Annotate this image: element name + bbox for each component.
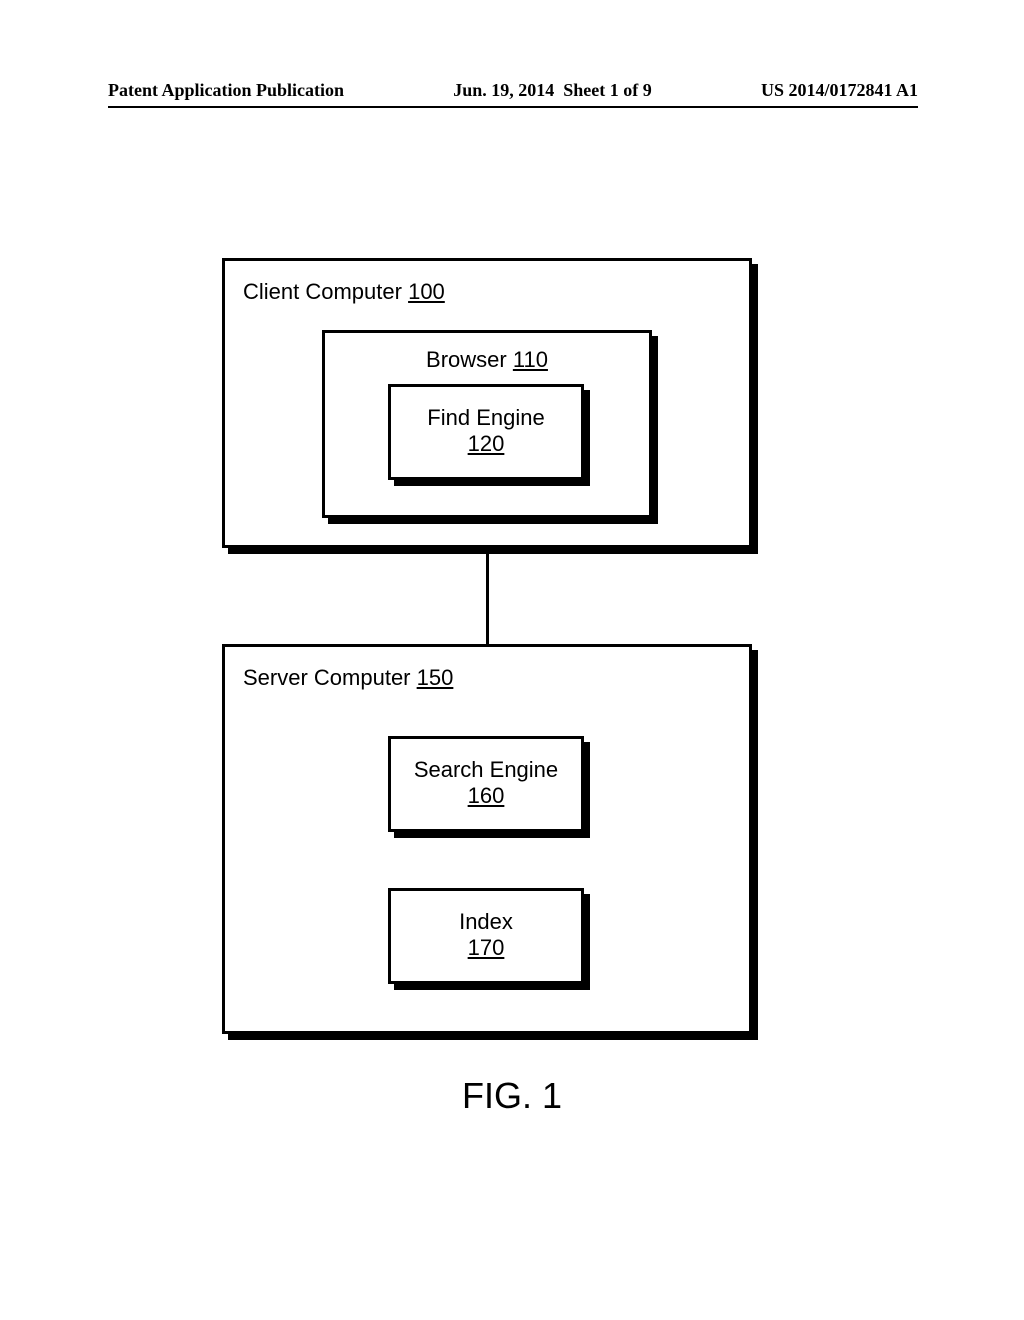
index-box: Index 170 bbox=[388, 888, 584, 984]
find-engine-box: Find Engine 120 bbox=[388, 384, 584, 480]
client-server-connector bbox=[486, 551, 489, 644]
server-computer-label: Server Computer 150 bbox=[243, 665, 453, 691]
browser-ref: 110 bbox=[513, 347, 548, 372]
find-engine-label: Find Engine 120 bbox=[391, 405, 581, 458]
browser-label: Browser 110 bbox=[325, 347, 649, 373]
search-engine-box: Search Engine 160 bbox=[388, 736, 584, 832]
figure-1-diagram: Client Computer 100 Browser 110 Find Eng… bbox=[0, 0, 1024, 1320]
index-label: Index 170 bbox=[391, 909, 581, 962]
search-engine-ref: 160 bbox=[468, 783, 505, 808]
index-ref: 170 bbox=[468, 935, 505, 960]
find-engine-ref: 120 bbox=[468, 431, 505, 456]
client-computer-label: Client Computer 100 bbox=[243, 279, 445, 305]
server-ref: 150 bbox=[417, 665, 454, 690]
figure-caption: FIG. 1 bbox=[0, 1075, 1024, 1117]
client-ref: 100 bbox=[408, 279, 445, 304]
search-engine-label: Search Engine 160 bbox=[391, 757, 581, 810]
